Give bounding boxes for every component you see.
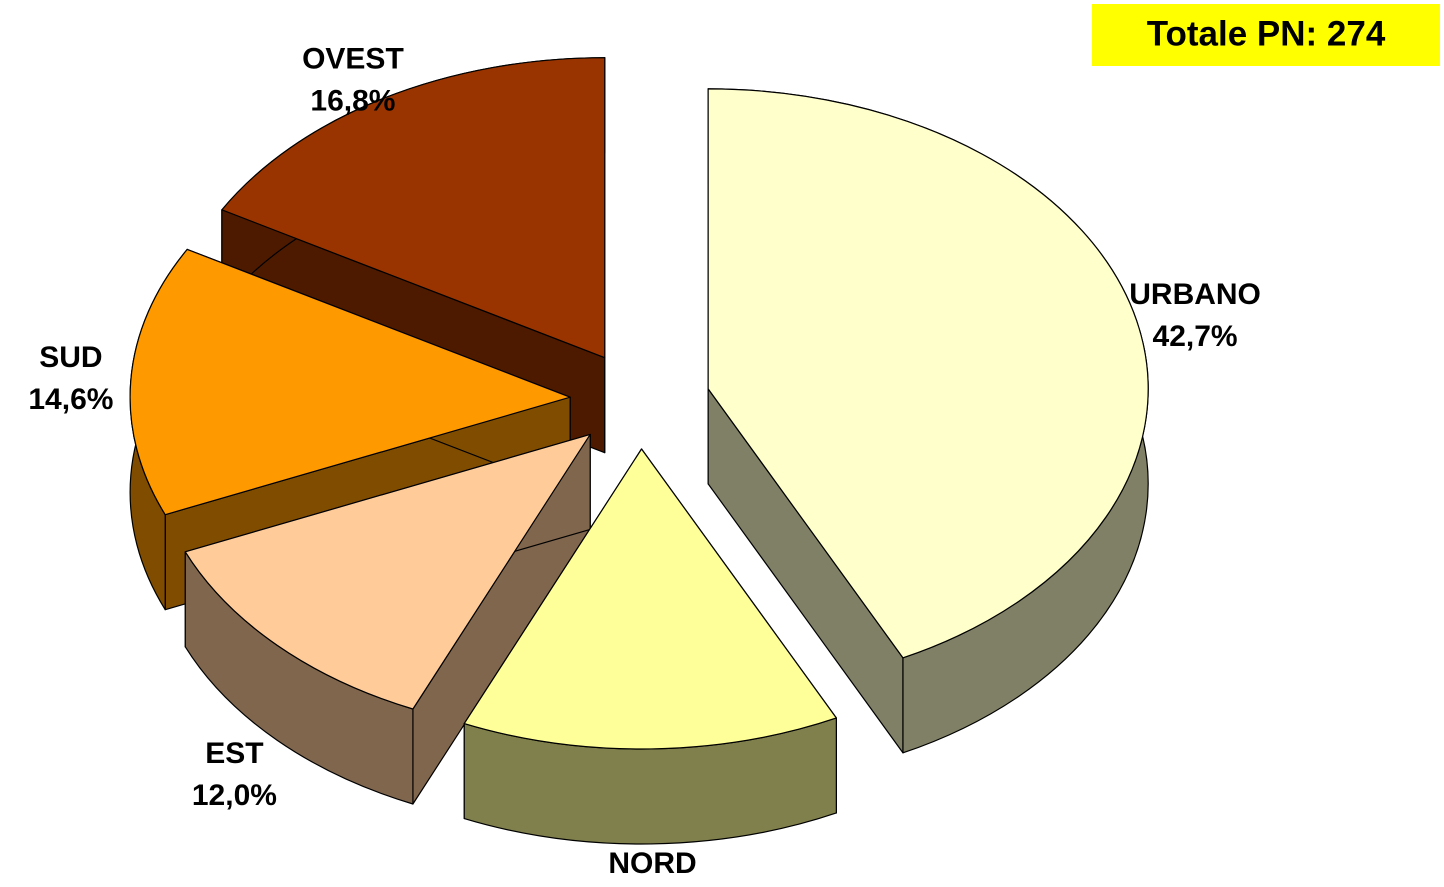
slice-top	[184, 433, 591, 710]
slice-value-label: 12,0%	[192, 779, 277, 812]
slice-label: EST	[205, 737, 263, 770]
slice	[707, 88, 1149, 754]
slice-value-label: 16,8%	[310, 84, 395, 117]
slice-label: OVEST	[302, 42, 404, 75]
slice-value-label: 42,7%	[1153, 320, 1238, 353]
slice-top	[129, 248, 571, 516]
slice-top	[463, 448, 837, 750]
slice-top	[221, 57, 606, 359]
slice-label: SUD	[39, 341, 102, 374]
slice-top	[707, 88, 1149, 659]
slice-value-label: 14,6%	[28, 383, 113, 416]
slice	[184, 433, 591, 805]
slice	[463, 448, 837, 845]
slice-label: NORD	[608, 847, 696, 880]
annotation-box	[1092, 4, 1440, 66]
annotation: Totale PN: 274	[1147, 14, 1386, 53]
slice-label: URBANO	[1129, 278, 1261, 311]
